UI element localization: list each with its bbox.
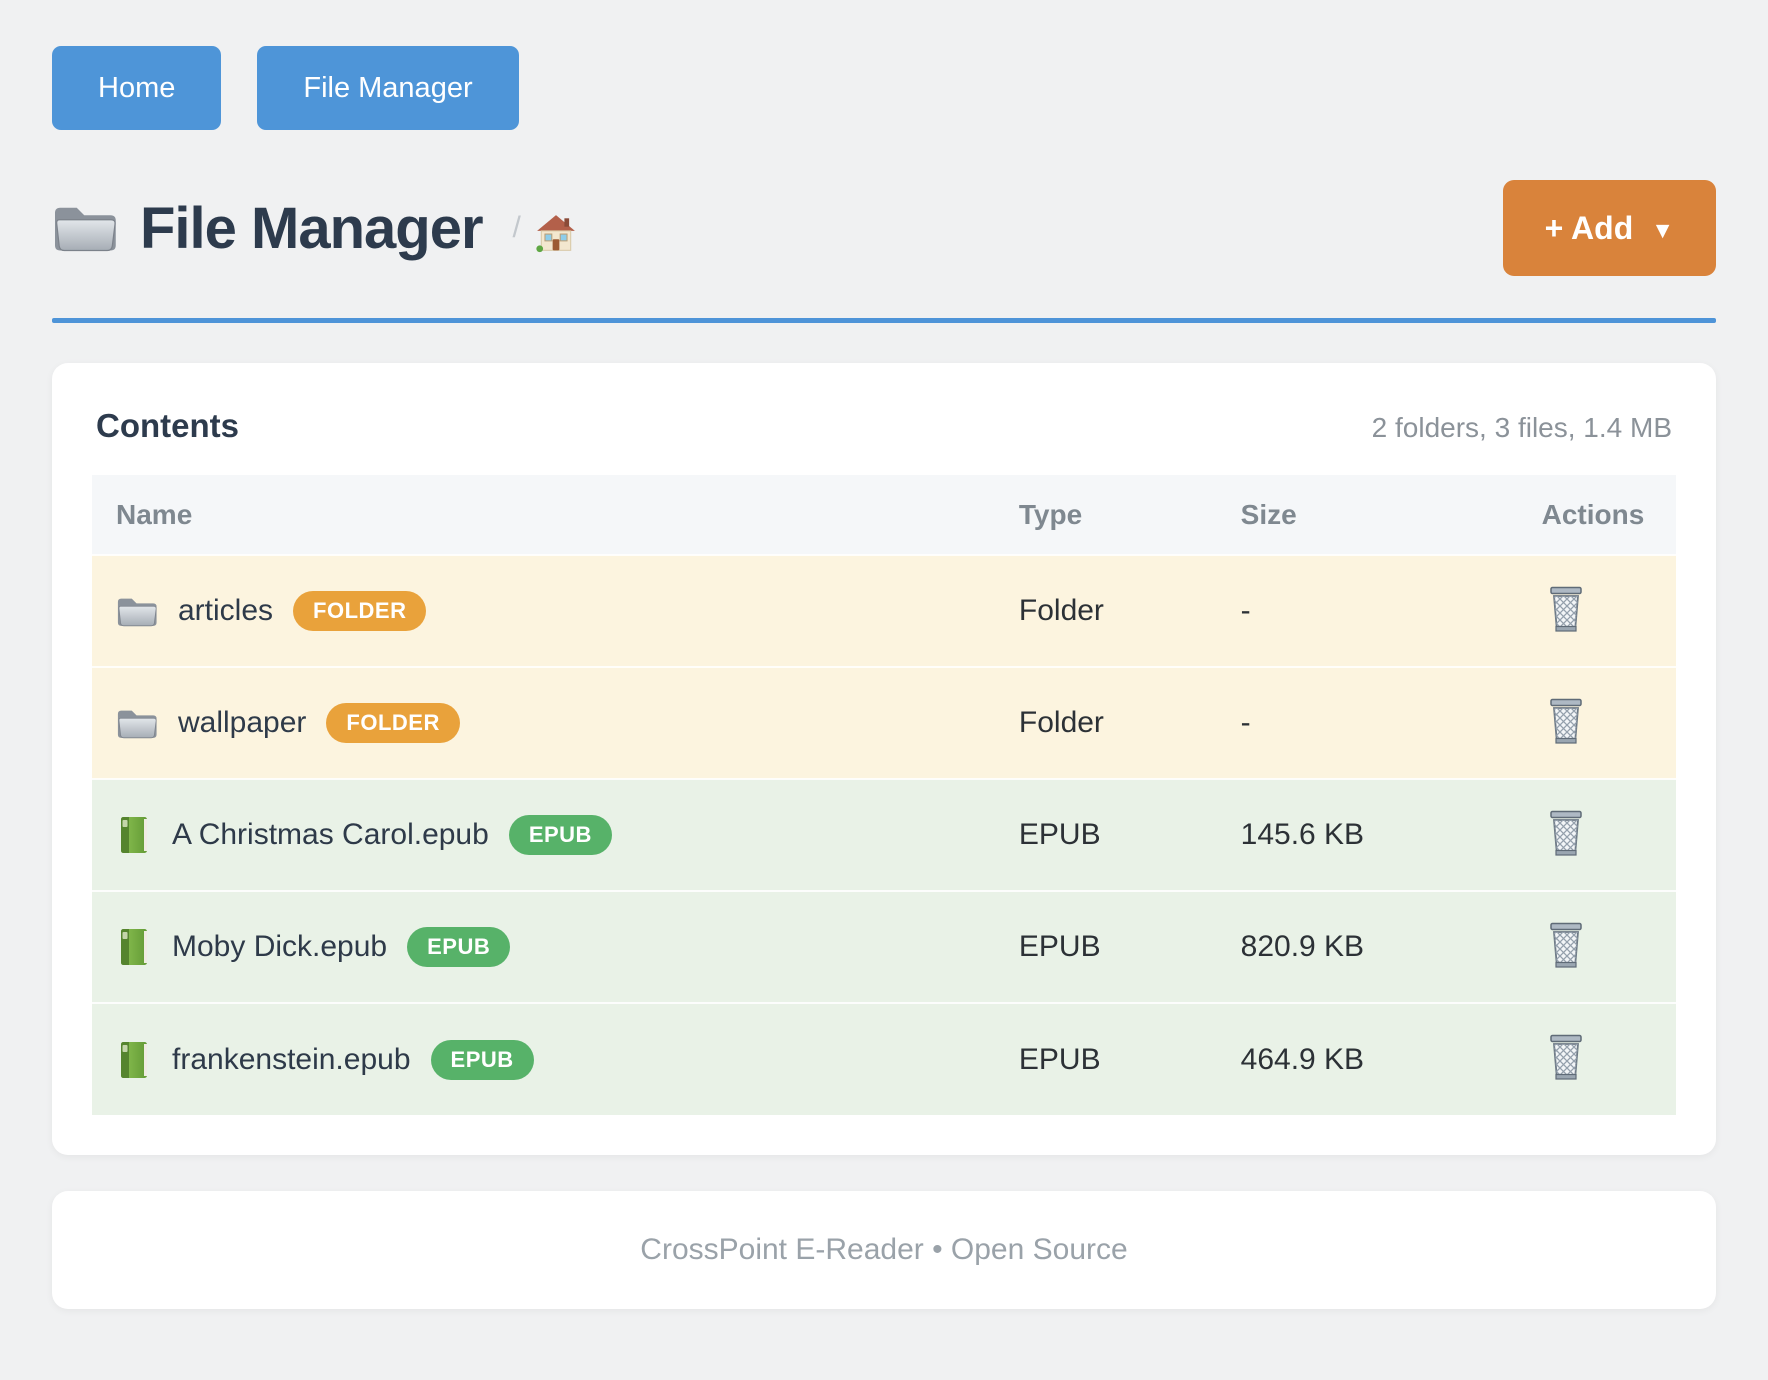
book-icon: [116, 815, 152, 855]
page-header: File Manager / + Add ▼: [52, 180, 1716, 276]
file-size: 145.6 KB: [1240, 818, 1365, 851]
file-type-badge: EPUB: [508, 815, 612, 855]
contents-summary: 2 folders, 3 files, 1.4 MB: [1371, 412, 1672, 443]
file-table: Name Type Size Actions: [92, 475, 1676, 1115]
table-header-row: Name Type Size Actions: [92, 475, 1676, 555]
trash-icon: [1546, 585, 1586, 633]
page: Home File Manager File Manager /: [52, 0, 1716, 1309]
file-name: Moby Dick.epub: [172, 930, 388, 963]
file-type: Folder: [1018, 594, 1104, 627]
file-size: -: [1240, 594, 1251, 627]
trash-icon: [1546, 697, 1586, 745]
top-navigation: Home File Manager: [52, 0, 1716, 130]
file-type-badge: EPUB: [430, 1039, 534, 1080]
delete-button[interactable]: [1546, 585, 1586, 633]
page-title: File Manager: [140, 195, 484, 261]
table-row[interactable]: A Christmas Carol.epub EPUB EPUB 145.6 K…: [92, 778, 1676, 891]
folder-icon: [52, 200, 118, 256]
contents-title: Contents: [96, 407, 239, 444]
file-name: frankenstein.epub: [172, 1042, 411, 1076]
file-type-badge: FOLDER: [293, 591, 427, 631]
table-row[interactable]: Moby Dick.epub EPUB EPUB 820.9 KB: [92, 890, 1676, 1003]
file-type: Folder: [1018, 706, 1104, 739]
delete-button[interactable]: [1546, 697, 1586, 745]
contents-card: Contents 2 folders, 3 files, 1.4 MB Name…: [52, 363, 1716, 1155]
file-size: 820.9 KB: [1240, 930, 1365, 963]
delete-button[interactable]: [1546, 809, 1586, 857]
file-type: EPUB: [1018, 930, 1101, 963]
file-name: wallpaper: [178, 706, 307, 739]
column-header-name: Name: [92, 475, 995, 555]
card-header: Contents 2 folders, 3 files, 1.4 MB: [92, 407, 1676, 445]
delete-button[interactable]: [1546, 921, 1586, 969]
header-divider: [52, 318, 1716, 323]
caret-down-icon: ▼: [1651, 216, 1674, 243]
file-name: articles: [178, 594, 274, 627]
trash-icon: [1546, 921, 1586, 969]
footer-card: CrossPoint E-Reader • Open Source: [52, 1191, 1716, 1309]
file-size: 464.9 KB: [1240, 1042, 1365, 1076]
title-wrap: File Manager /: [52, 195, 577, 262]
file-type-badge: FOLDER: [326, 703, 460, 743]
folder-icon: [116, 594, 158, 629]
file-type-badge: EPUB: [407, 927, 511, 967]
add-button-label: + Add: [1544, 209, 1634, 246]
trash-icon: [1546, 1033, 1586, 1081]
trash-icon: [1546, 809, 1586, 857]
file-type: EPUB: [1018, 818, 1101, 851]
nav-button-file-manager[interactable]: File Manager: [257, 46, 519, 130]
book-icon: [116, 927, 152, 967]
table-row[interactable]: articles FOLDER Folder -: [92, 554, 1676, 667]
file-size: -: [1240, 706, 1251, 739]
table-row[interactable]: wallpaper FOLDER Folder -: [92, 666, 1676, 779]
file-name: A Christmas Carol.epub: [172, 818, 489, 851]
add-button[interactable]: + Add ▼: [1502, 180, 1716, 276]
book-icon: [116, 1040, 152, 1080]
column-header-type: Type: [994, 475, 1217, 555]
delete-button[interactable]: [1546, 1033, 1586, 1081]
file-type: EPUB: [1018, 1042, 1101, 1076]
footer-text: CrossPoint E-Reader • Open Source: [640, 1233, 1128, 1266]
nav-button-home[interactable]: Home: [52, 46, 222, 130]
table-row[interactable]: frankenstein.epub EPUB EPUB 464.9 KB: [92, 1002, 1676, 1115]
file-table-body: articles FOLDER Folder -: [92, 554, 1676, 1115]
home-icon[interactable]: [535, 213, 577, 253]
column-header-actions: Actions: [1517, 475, 1676, 555]
folder-icon: [116, 706, 158, 741]
breadcrumb-separator: /: [512, 211, 521, 244]
column-header-size: Size: [1216, 475, 1518, 555]
